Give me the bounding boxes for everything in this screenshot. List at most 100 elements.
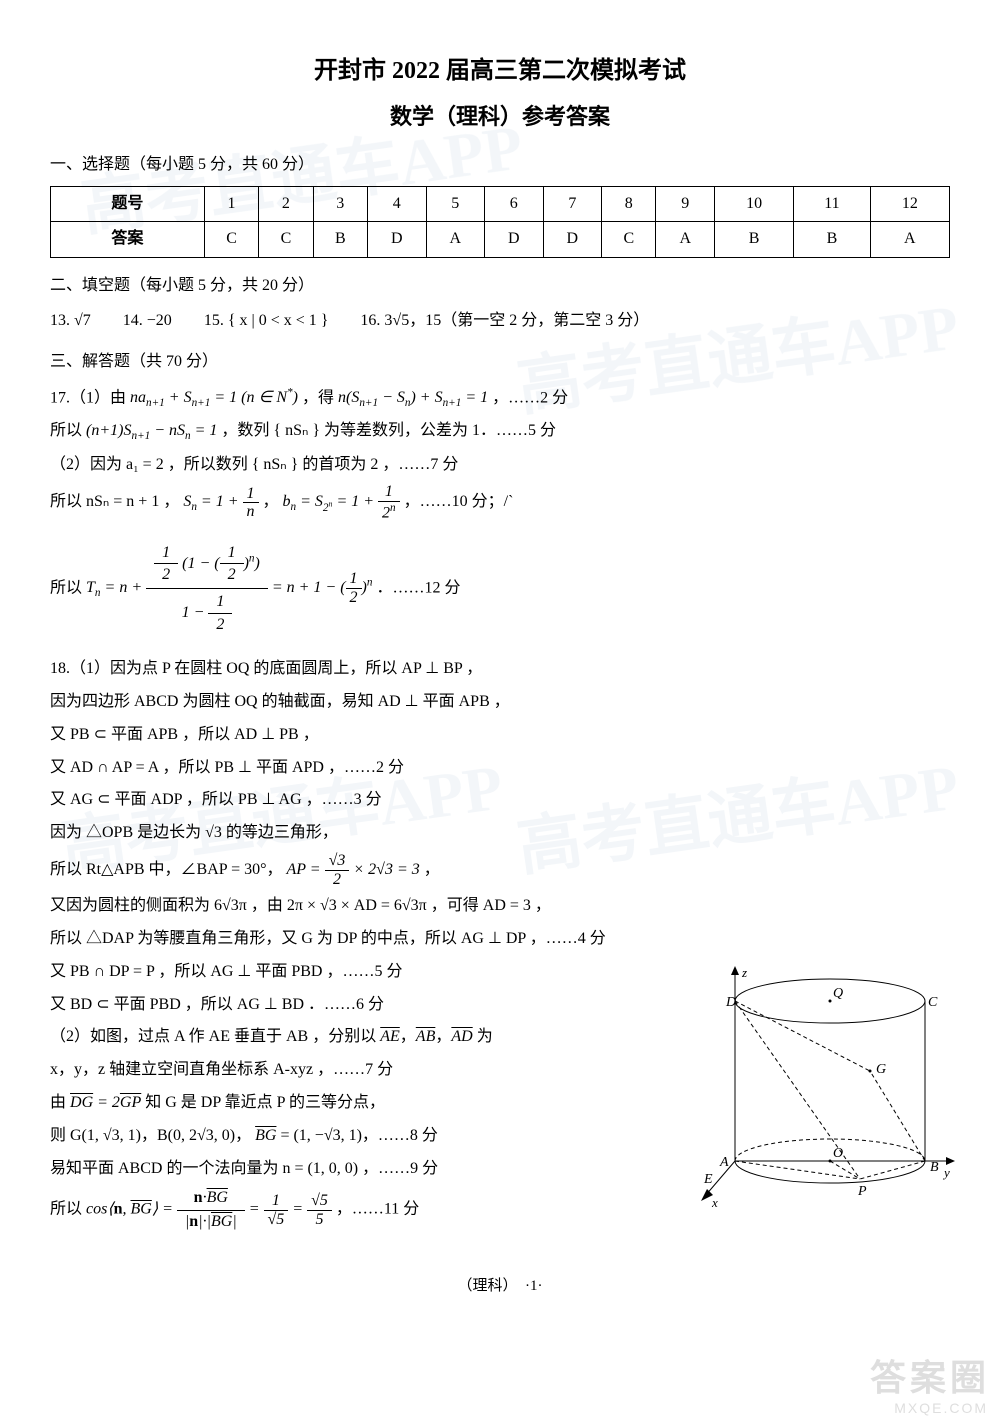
watermark-url: MXQE.COM (894, 1396, 988, 1421)
fraction: 12n (378, 483, 400, 522)
table-row: 题号 1 2 3 4 5 6 7 8 9 10 11 12 (51, 186, 950, 222)
text: 所以 (50, 422, 86, 439)
page-title: 开封市 2022 届高三第二次模拟考试 (50, 50, 950, 93)
text: ，……2 分 (492, 389, 568, 406)
cell: B (715, 222, 794, 258)
label-C: C (928, 995, 938, 1010)
label-E: E (703, 1172, 713, 1187)
cell: 4 (367, 186, 426, 222)
cell: D (543, 222, 602, 258)
text: = (1, −√3, 1)，……8 分 (280, 1127, 438, 1144)
cylinder-figure: D C A B Q O G P E z y x (700, 961, 960, 1221)
math: cos⟨n, BG⟩ = (86, 1201, 177, 1218)
cell: D (367, 222, 426, 258)
q18-line: 又 AD ∩ AP = A ，所以 PB ⊥ 平面 APD ，……2 分 (50, 754, 950, 783)
q18-line: 因为四边形 ABCD 为圆柱 OQ 的轴截面，易知 AD ⊥ 平面 APB ， (50, 688, 950, 717)
cell: 5 (426, 186, 485, 222)
text: ，……10 分；/` (404, 493, 514, 510)
cell: A (426, 222, 485, 258)
big-fraction: n·BG |n|·|BG| (177, 1187, 245, 1233)
q18-line: 又 AG ⊂ 平面 ADP ，所以 PB ⊥ AG ，……3 分 (50, 786, 950, 815)
big-fraction: 12 (1 − (12)n) 1 − 12 (146, 540, 268, 637)
table-row: 答案 C C B D A D D C A B B A (51, 222, 950, 258)
label-y: y (942, 1165, 950, 1180)
cell: 6 (485, 186, 544, 222)
cell: B (794, 222, 870, 258)
label-x: x (711, 1195, 718, 1210)
section1-heading: 一、选择题（每小题 5 分，共 60 分） (50, 151, 950, 180)
watermark-corner: 答案圈 (870, 1346, 990, 1411)
fraction: 1√5 (264, 1192, 289, 1228)
cell: B (313, 222, 367, 258)
section2-heading: 二、填空题（每小题 5 分，共 20 分） (50, 272, 950, 301)
q13: 13. √7 (50, 312, 91, 329)
vector: GP (120, 1094, 141, 1111)
cell: 12 (870, 186, 949, 222)
text: ，……11 分 (336, 1201, 419, 1218)
text: ， (424, 861, 440, 878)
text: 则 G(1, √3, 1)，B(0, 2√3, 0)， (50, 1127, 251, 1144)
text: 所以 (50, 1201, 86, 1218)
cell: 9 (656, 186, 715, 222)
vector: AB (416, 1028, 436, 1045)
cell: C (259, 222, 313, 258)
cell: 10 (715, 186, 794, 222)
cell: 1 (204, 186, 258, 222)
text: （2）如图，过点 A 作 AE 垂直于 AB ，分别以 (50, 1028, 380, 1045)
vector: BG (255, 1127, 276, 1144)
label-B: B (930, 1160, 939, 1175)
vector: AE (380, 1028, 400, 1045)
q17-line3: （2）因为 a₁ = 2 ，所以数列 { nSₙ } 的首项为 2 ，……7 分 (50, 451, 950, 480)
math: n(Sn+1 − Sn) + Sn+1 = 1 (338, 389, 488, 406)
label-A: A (719, 1155, 729, 1170)
q18-line: 18.（1）因为点 P 在圆柱 OQ 的底面圆周上，所以 AP ⊥ BP ， (50, 655, 950, 684)
cell: 7 (543, 186, 602, 222)
math: Tn = n + (86, 579, 146, 596)
answer-table: 题号 1 2 3 4 5 6 7 8 9 10 11 12 答案 C C B D… (50, 186, 950, 259)
cell: 3 (313, 186, 367, 222)
cell: A (656, 222, 715, 258)
q18-line: 又因为圆柱的侧面积为 6√3π ，由 2π × √3 × AD = 6√3π ，… (50, 892, 950, 921)
math: nan+1 + Sn+1 = 1 (n ∈ N*) (130, 389, 298, 406)
q16: 16. 3√5，15（第一空 2 分，第二空 3 分） (360, 312, 649, 329)
row-label: 答案 (51, 222, 205, 258)
math: Sn = 1 + (183, 493, 242, 510)
cell: C (602, 222, 656, 258)
cell: 8 (602, 186, 656, 222)
q18-line7: 所以 Rt△APB 中，∠BAP = 30°， AP = √32 × 2√3 =… (50, 852, 950, 888)
text: 所以 (50, 579, 86, 596)
page-subtitle: 数学（理科）参考答案 (50, 97, 950, 137)
fraction: 1n (243, 485, 259, 521)
label-Q: Q (833, 986, 843, 1001)
q18-line: 因为 △OPB 是边长为 √3 的等边三角形， (50, 819, 950, 848)
text: 为 (477, 1028, 493, 1045)
text: ， (263, 493, 279, 510)
vector: AD (451, 1028, 472, 1045)
q17-line5: 所以 Tn = n + 12 (1 − (12)n) 1 − 12 = n + … (50, 540, 950, 637)
text: 知 G 是 DP 靠近点 P 的三等分点， (145, 1094, 385, 1111)
text: ．……12 分 (376, 579, 460, 596)
label-O: O (833, 1146, 843, 1161)
math: × 2√3 = 3 (353, 861, 419, 878)
text: 由 (50, 1094, 70, 1111)
q14: 14. −20 (123, 312, 172, 329)
label-P: P (857, 1184, 867, 1199)
q18-line: 所以 △DAP 为等腰直角三角形，又 G 为 DP 的中点，所以 AG ⊥ DP… (50, 925, 950, 954)
math: bn = S2n = 1 + (283, 493, 379, 510)
cell: C (204, 222, 258, 258)
fraction: √32 (325, 852, 350, 888)
q18-line: 又 PB ⊂ 平面 APB ，所以 AD ⊥ PB ， (50, 721, 950, 750)
q17-line2: 所以 (n+1)Sn+1 − nSn = 1 ，数列 { nSₙ } 为等差数列… (50, 417, 950, 446)
text: 所以 Rt△APB 中，∠BAP = 30°， (50, 861, 283, 878)
fraction: √55 (307, 1192, 332, 1228)
cell: 11 (794, 186, 870, 222)
q17-line1: 17.（1）由 nan+1 + Sn+1 = 1 (n ∈ N*) ，得 n(S… (50, 383, 950, 414)
label-z: z (741, 965, 747, 980)
math: AP = (287, 861, 325, 878)
text: 所以 nSₙ = n + 1 ， (50, 493, 179, 510)
math: = n + 1 − (12)n (272, 579, 373, 596)
cell: A (870, 222, 949, 258)
cell: D (485, 222, 544, 258)
math: (n+1)Sn+1 − nSn = 1 (86, 422, 217, 439)
q17-line4: 所以 nSₙ = n + 1 ， Sn = 1 + 1n ， bn = S2n … (50, 483, 950, 522)
